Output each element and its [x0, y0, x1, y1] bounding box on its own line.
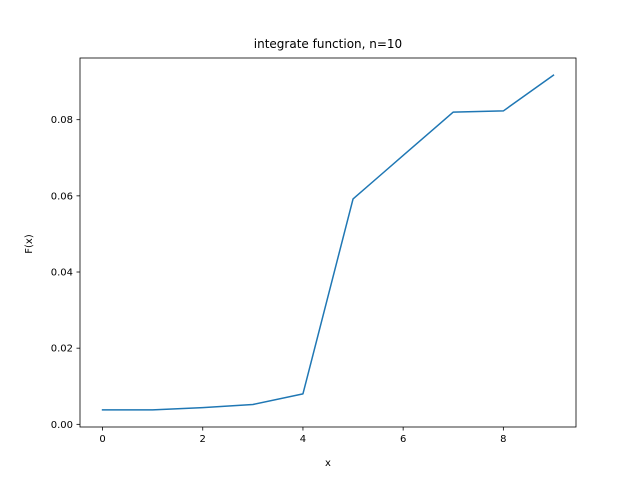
x-tick-label: 6 [400, 434, 406, 445]
axes-frame [79, 57, 577, 428]
y-tick-label: 0.00 [51, 420, 73, 431]
x-tick-label: 2 [200, 434, 206, 445]
y-axis: 0.00 0.02 0.04 0.06 0.08 [51, 115, 80, 431]
x-tick-label: 0 [99, 434, 105, 445]
x-axis: 0 2 4 6 8 [99, 427, 507, 445]
series-line [101, 74, 555, 411]
chart-title: integrate function, n=10 [254, 37, 402, 51]
x-tick-label: 8 [500, 434, 506, 445]
series-layer [101, 74, 555, 411]
y-tick-label: 0.08 [51, 115, 73, 126]
x-axis-label: x [325, 458, 331, 469]
y-tick-label: 0.06 [51, 191, 73, 202]
y-tick-label: 0.04 [51, 268, 73, 279]
y-axis-label: F(x) [24, 234, 35, 254]
y-tick-label: 0.02 [51, 344, 73, 355]
x-tick-label: 4 [300, 434, 306, 445]
